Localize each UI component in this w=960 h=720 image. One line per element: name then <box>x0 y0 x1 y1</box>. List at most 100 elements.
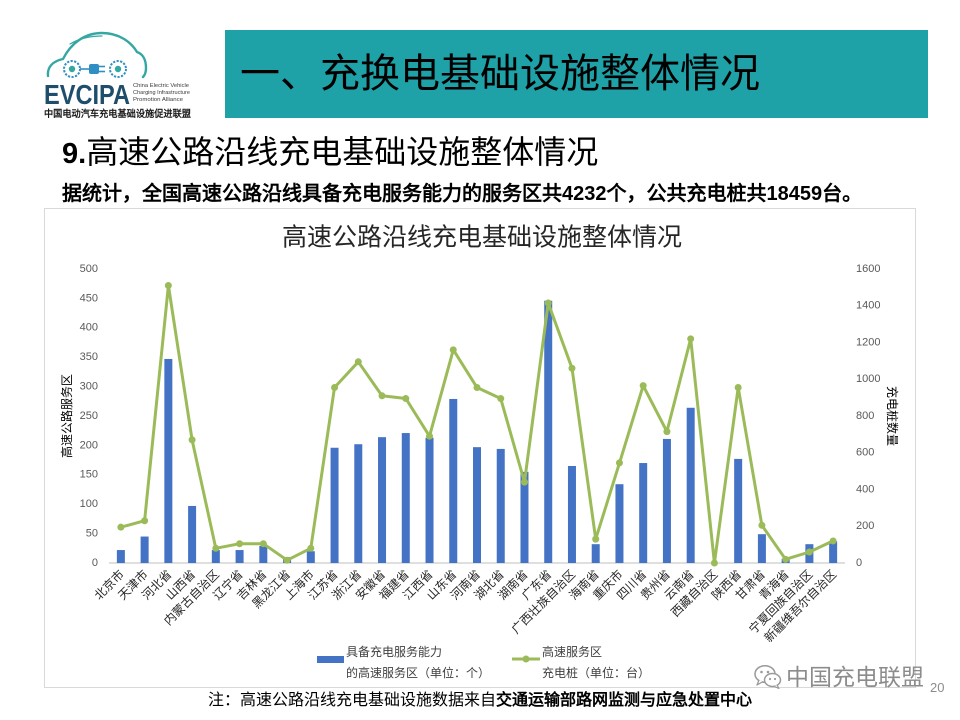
charging-pile-point-27 <box>758 521 766 529</box>
chart-panel: 高速公路沿线充电基础设施整体情况 高速公路服务区 充电桩数量 0 50 100 150… <box>44 208 916 688</box>
charging-pile-point-12 <box>402 395 410 403</box>
page-number: 20 <box>930 680 945 695</box>
service-area-bar-23 <box>662 438 671 563</box>
car-icon <box>46 31 148 79</box>
charging-pile-point-11 <box>378 392 386 400</box>
y-tick-label: 350 <box>80 351 98 363</box>
charging-pile-point-29 <box>805 548 813 556</box>
legend-item-service-areas: 具备充电服务能力 的高速服务区（单位：个） <box>317 642 497 686</box>
service-area-bar-21 <box>615 484 624 563</box>
y-tick-label: 500 <box>80 263 98 275</box>
summary-text: 据统计，全国高速公路沿线具备充电服务能力的服务区共4232个，公共充电桩共184… <box>62 183 863 205</box>
charging-pile-point-3 <box>188 436 196 444</box>
y-tick-label: 400 <box>80 322 98 334</box>
y-tick-label: 150 <box>80 469 98 481</box>
legend-item-charging-piles: 高速服务区 充电桩（单位：台） <box>512 642 662 686</box>
charging-pile-point-23 <box>663 428 671 436</box>
logo-english-name: China Electric Vehicle Charging Infrastr… <box>133 83 190 103</box>
y2-tick-label: 600 <box>856 447 874 459</box>
y-tick-label: 450 <box>80 292 98 304</box>
y-tick-label: 250 <box>80 410 98 422</box>
y-tick-label: 300 <box>80 381 98 393</box>
charging-pile-point-17 <box>520 478 528 486</box>
y2-tick-label: 1200 <box>856 336 880 348</box>
legend-line-swatch <box>512 655 540 663</box>
charging-pile-point-22 <box>639 382 647 390</box>
charging-pile-point-25 <box>710 559 718 567</box>
source-note-organization: 交通运输部路网监测与应急处置中心 <box>496 692 753 709</box>
service-area-bar-3 <box>188 505 197 563</box>
charging-pile-point-21 <box>615 459 623 467</box>
wechat-icon <box>754 664 782 690</box>
logo-english-line: Promotion Alliance <box>133 97 183 103</box>
y2-tick-label: 1600 <box>856 263 880 275</box>
charging-pile-point-24 <box>687 335 695 343</box>
source-note-prefix: 注：高速公路沿线充电基础设施数据来自 <box>208 692 497 709</box>
y-tick-label: 200 <box>80 439 98 451</box>
charging-pile-point-26 <box>734 384 742 392</box>
charging-pile-point-2 <box>164 282 172 290</box>
charging-pile-point-5 <box>236 540 244 548</box>
service-area-bar-0 <box>116 550 125 563</box>
service-area-bar-15 <box>473 447 481 563</box>
legend-bar-swatch <box>317 656 344 663</box>
section-number: 9. <box>62 138 87 170</box>
legend-label: 高速服务区 充电桩（单位：台） <box>542 645 651 680</box>
service-area-bar-18 <box>544 300 553 563</box>
service-area-bar-11 <box>378 437 387 563</box>
watermark-text: 中国充电联盟 <box>786 664 924 690</box>
charging-pile-point-1 <box>141 517 149 525</box>
logo-brand-text: EVCIPA <box>44 79 130 110</box>
service-area-bar-24 <box>686 407 695 563</box>
service-area-bar-19 <box>567 465 576 563</box>
charging-pile-point-9 <box>331 384 339 392</box>
service-area-bar-8 <box>306 551 315 563</box>
charging-pile-point-18 <box>544 299 552 307</box>
logo-english-line: Charging Infrastructure <box>133 90 190 96</box>
source-note: 注：高速公路沿线充电基础设施数据来自交通运输部路网监测与应急处置中心 <box>208 691 752 711</box>
charging-pile-point-13 <box>426 432 434 440</box>
logo-english-line: China Electric Vehicle <box>133 83 189 89</box>
service-area-bar-5 <box>235 550 244 563</box>
legend-label: 具备充电服务能力 的高速服务区（单位：个） <box>346 645 491 680</box>
service-area-bar-6 <box>259 545 268 563</box>
charging-pile-point-0 <box>117 523 125 531</box>
service-area-bar-27 <box>757 534 766 563</box>
service-area-bar-30 <box>829 541 838 563</box>
charging-pile-point-8 <box>307 544 315 552</box>
charging-pile-point-19 <box>568 364 576 372</box>
y-tick-label: 0 <box>92 557 98 569</box>
y2-tick-label: 800 <box>856 410 874 422</box>
service-area-bar-22 <box>639 463 648 563</box>
slide-title: 一、充换电基础设施整体情况 <box>240 52 760 96</box>
y2-tick-label: 0 <box>856 557 862 569</box>
charging-pile-point-14 <box>449 346 457 354</box>
charging-pile-point-30 <box>829 537 837 545</box>
section-title: 高速公路沿线充电基础设施整体情况 <box>86 134 599 170</box>
service-area-bar-14 <box>449 398 458 563</box>
service-area-bar-16 <box>496 448 505 563</box>
y2-tick-label: 1000 <box>856 373 880 385</box>
charging-pile-point-16 <box>497 395 505 403</box>
y-tick-label: 50 <box>86 528 98 540</box>
y2-tick-label: 200 <box>856 520 874 532</box>
y2-tick-label: 400 <box>856 483 874 495</box>
service-area-bar-9 <box>330 447 339 563</box>
evcipa-logo: EVCIPA China Electric Vehicle Charging I… <box>44 31 191 120</box>
chart-title: 高速公路沿线充电基础设施整体情况 <box>282 224 682 252</box>
charging-pile-point-6 <box>259 540 267 548</box>
charging-pile-point-4 <box>212 544 220 552</box>
y2-axis-title: 充电桩数量 <box>885 386 900 446</box>
y-axis-title: 高速公路服务区 <box>59 374 74 458</box>
title-banner: 一、充换电基础设施整体情况 <box>225 30 928 118</box>
charging-pile-point-20 <box>592 535 600 543</box>
charging-pile-point-7 <box>283 556 291 564</box>
service-area-bar-2 <box>164 358 173 563</box>
y-tick-label: 100 <box>80 498 98 510</box>
logo-chinese-name: 中国电动汽车充电基础设施促进联盟 <box>44 108 191 120</box>
section-heading: 9.高速公路沿线充电基础设施整体情况 <box>62 132 598 174</box>
charging-pile-point-15 <box>473 384 481 392</box>
service-area-bar-20 <box>591 544 600 563</box>
y2-tick-label: 1400 <box>856 300 880 312</box>
